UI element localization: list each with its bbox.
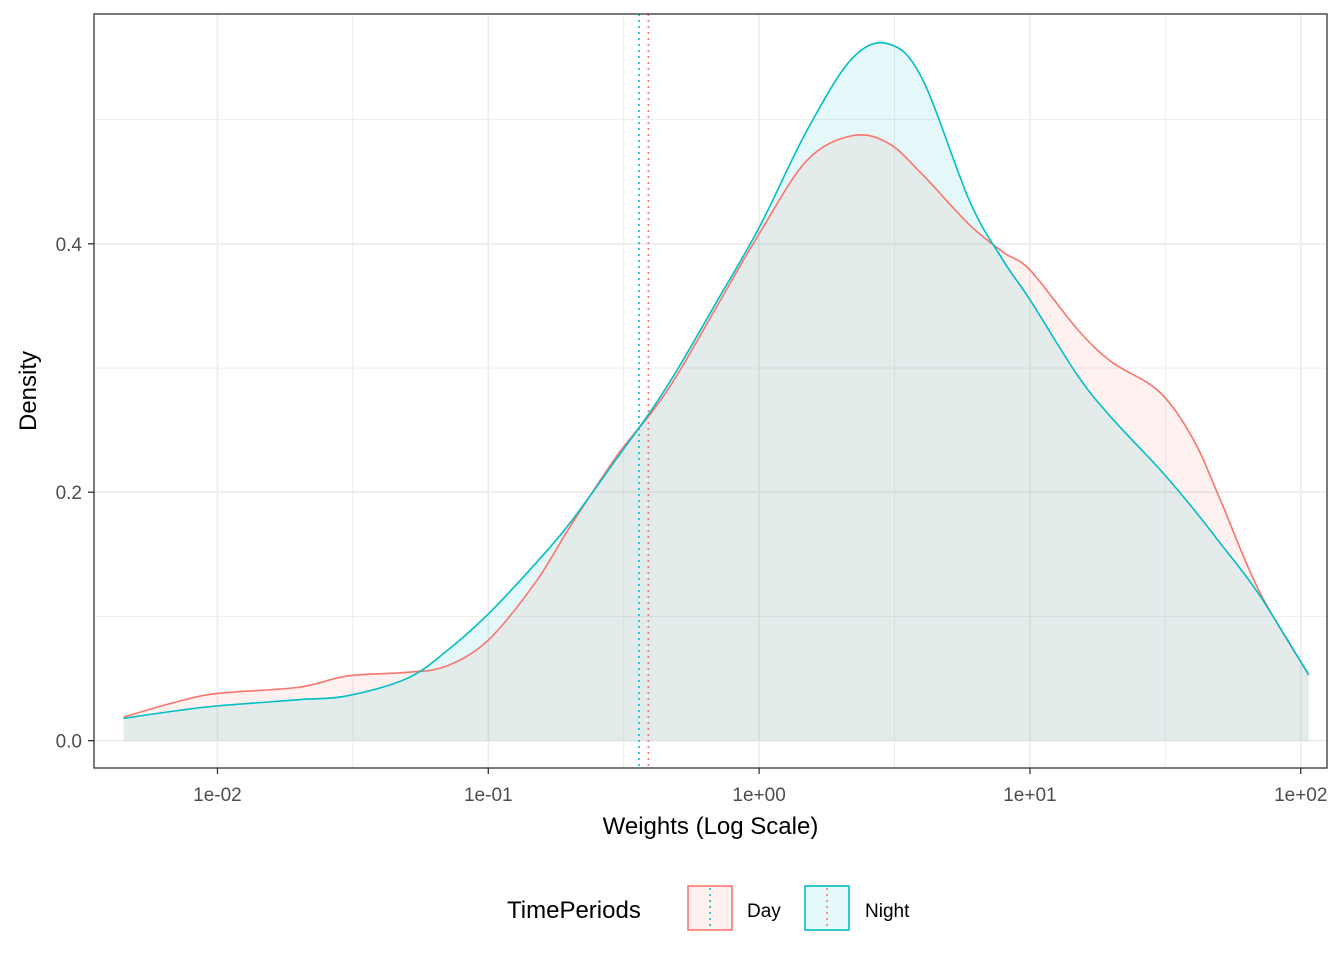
legend-title: TimePeriods bbox=[507, 897, 641, 924]
y-tick-label: 0.4 bbox=[56, 235, 83, 256]
x-tick-label: 1e-01 bbox=[464, 785, 513, 806]
legend-label-day: Day bbox=[747, 901, 781, 922]
x-tick-label: 1e-02 bbox=[193, 785, 242, 806]
y-axis-title: Density bbox=[15, 351, 42, 431]
legend-key-day bbox=[687, 885, 733, 931]
density-line-night bbox=[123, 41, 1310, 720]
legend-key-night bbox=[804, 885, 850, 931]
x-tick-label: 1e+01 bbox=[1003, 785, 1056, 806]
legend: TimePeriods Day Night bbox=[507, 885, 910, 931]
density-areas bbox=[123, 42, 1309, 741]
density-lines bbox=[123, 41, 1310, 720]
x-axis-title: Weights (Log Scale) bbox=[603, 813, 819, 840]
x-tick-label: 1e+00 bbox=[732, 785, 785, 806]
grid-major bbox=[94, 14, 1327, 768]
density-area-night bbox=[123, 42, 1309, 741]
density-area-day bbox=[123, 134, 1309, 741]
x-axis: 1e-02 1e-01 1e+00 1e+01 1e+02 bbox=[193, 768, 1327, 806]
panel-border bbox=[93, 13, 1328, 769]
y-axis: 0.0 0.2 0.4 bbox=[56, 235, 94, 753]
x-tick-label: 1e+02 bbox=[1274, 785, 1327, 806]
y-tick-label: 0.0 bbox=[56, 732, 82, 753]
y-tick-label: 0.2 bbox=[56, 483, 82, 504]
legend-label-night: Night bbox=[865, 901, 910, 922]
legend-key-box bbox=[687, 885, 733, 931]
density-line-day bbox=[123, 133, 1310, 718]
